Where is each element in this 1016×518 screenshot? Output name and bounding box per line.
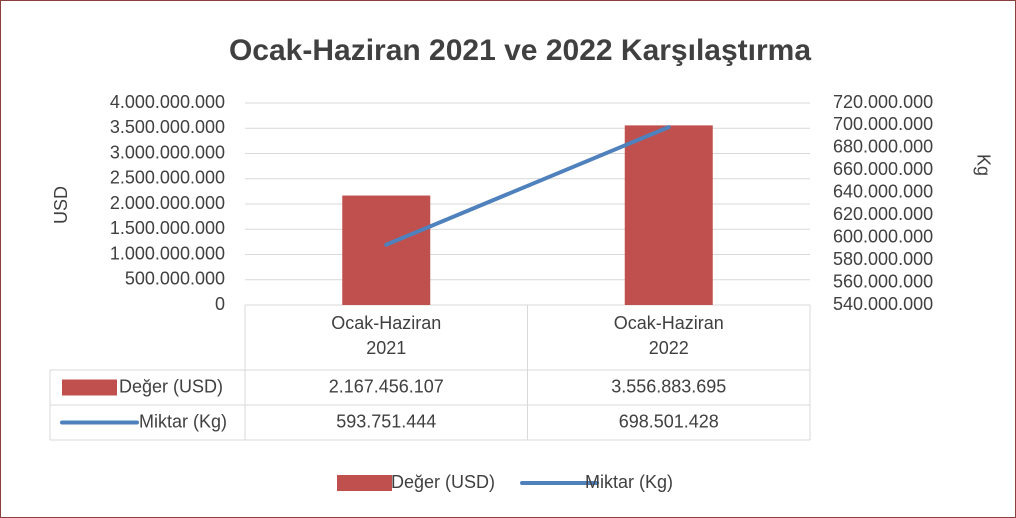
y-tick-label: 2.500.000.000 [110, 168, 225, 188]
table-series-name: Miktar (Kg) [139, 411, 227, 431]
y-tick-label: 0 [215, 294, 225, 314]
table-value: 593.751.444 [336, 411, 436, 431]
table-legend-key [62, 379, 117, 396]
y2-tick-label: 680.000.000 [833, 137, 933, 157]
x-tick-label: Ocak-Haziran 2022 [613, 313, 724, 358]
y-tick-label: 2.000.000.000 [110, 193, 225, 213]
y2-tick-label: 580.000.000 [833, 249, 933, 269]
legend-label: Miktar (Kg) [585, 472, 673, 492]
y2-tick-label: 700.000.000 [833, 114, 933, 134]
legend-key [337, 475, 392, 491]
table-value: 3.556.883.695 [611, 376, 726, 396]
legend-label: Değer (USD) [391, 472, 495, 492]
y-tick-label: 4.000.000.000 [110, 92, 225, 112]
y2-tick-label: 660.000.000 [833, 159, 933, 179]
y-axis-title: USD [51, 186, 71, 224]
x-tick-label-box: Ocak-Haziran 2021 [331, 313, 442, 358]
y-tick-label: 3.000.000.000 [110, 142, 225, 162]
y-tick-label: 3.500.000.000 [110, 117, 225, 137]
y-tick-label: 1.500.000.000 [110, 218, 225, 238]
y-tick-label: 1.000.000.000 [110, 243, 225, 263]
y-tick-label: 500.000.000 [125, 269, 225, 289]
table-value: 2.167.456.107 [329, 376, 444, 396]
chart-title: Ocak-Haziran 2021 ve 2022 Karşılaştırma [229, 34, 811, 67]
y2-tick-label: 560.000.000 [833, 271, 933, 291]
bar [342, 195, 431, 305]
bar [624, 125, 713, 305]
x-tick-label: Ocak-Haziran 2021 [331, 313, 442, 358]
y2-tick-label: 640.000.000 [833, 182, 933, 202]
y2-tick-label: 720.000.000 [833, 92, 933, 112]
y2-tick-label: 620.000.000 [833, 204, 933, 224]
x-tick-label-box: Ocak-Haziran 2022 [613, 313, 724, 358]
line [384, 125, 671, 247]
y2-tick-label: 540.000.000 [833, 294, 933, 314]
table-value: 698.501.428 [619, 411, 719, 431]
y2-axis-title: Kg [973, 154, 993, 176]
table-series-name: Değer (USD) [119, 376, 223, 396]
y2-tick-label: 600.000.000 [833, 226, 933, 246]
